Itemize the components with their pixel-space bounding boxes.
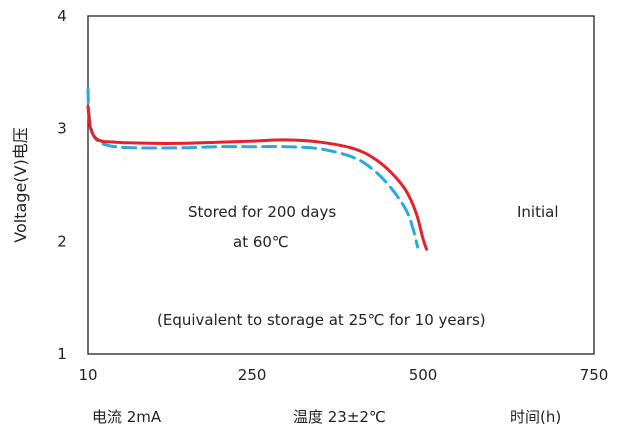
annotation-stored-line1: Stored for 200 days — [188, 203, 336, 221]
y-tick-label: 1 — [57, 345, 67, 363]
footer-temperature: 温度 23±2℃ — [293, 408, 386, 426]
y-axis-label: Voltage(V)电压 — [11, 127, 30, 242]
x-tick-label: 500 — [409, 366, 438, 384]
annotation-initial: Initial — [517, 203, 559, 221]
footer-current: 电流 2mA — [92, 408, 162, 426]
x-tick-label: 750 — [580, 366, 609, 384]
y-tick-label: 4 — [57, 7, 67, 25]
x-tick-label: 10 — [78, 366, 97, 384]
x-tick-label: 250 — [238, 366, 267, 384]
y-axis-ticks: 1 2 3 4 — [57, 7, 67, 363]
series-line-stored — [86, 87, 420, 249]
x-axis-ticks: 10 250 500 750 — [78, 366, 608, 384]
footer-time-label: 时间(h) — [510, 408, 561, 426]
y-tick-label: 2 — [57, 232, 67, 250]
annotation-equivalent: (Equivalent to storage at 25℃ for 10 yea… — [157, 311, 486, 329]
series-lines — [86, 87, 428, 251]
series-line-initial — [86, 104, 428, 251]
annotation-stored-line2: at 60℃ — [233, 233, 289, 251]
y-tick-label: 3 — [57, 120, 67, 138]
plot-frame — [87, 15, 595, 355]
